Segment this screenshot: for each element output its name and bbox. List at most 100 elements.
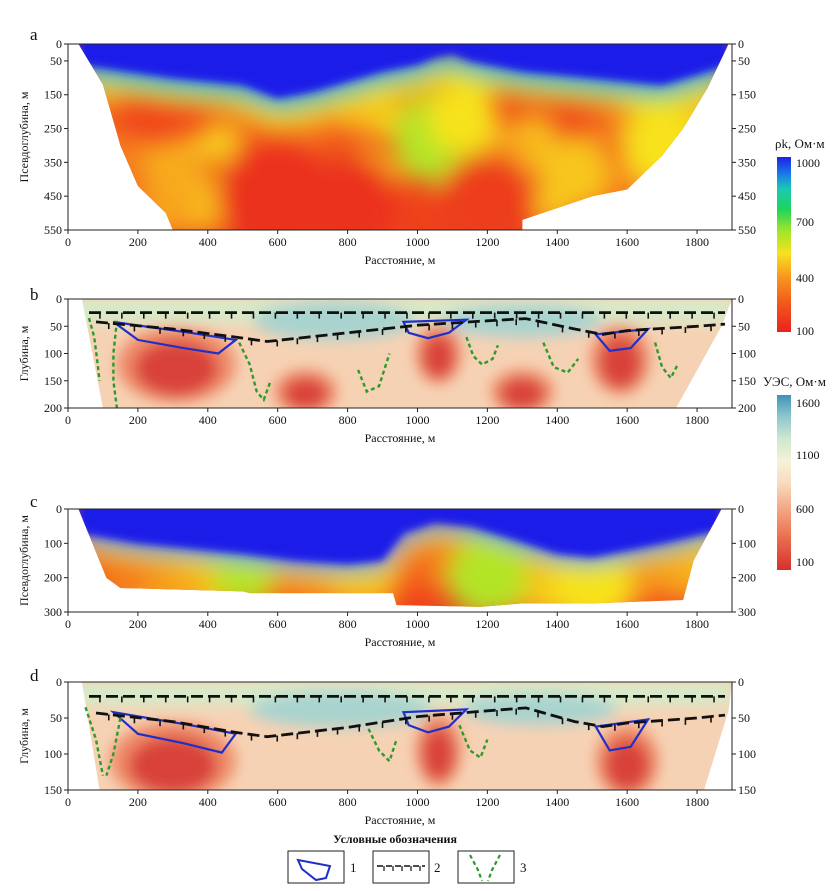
y-tick-label: 550 — [44, 223, 62, 237]
y-axis-label: Псевдоглубина, м — [17, 515, 31, 606]
dashed-zone-line — [87, 317, 101, 381]
low-resistivity-body — [128, 736, 217, 790]
field-patch — [361, 95, 406, 140]
colorbar-rhok-tick: 100 — [796, 324, 814, 338]
y-tick-label: 50 — [50, 711, 62, 725]
y-tick-label-right: 150 — [738, 374, 756, 388]
x-tick-label: 1600 — [615, 413, 639, 427]
legend-box-3 — [457, 850, 515, 884]
legend-label-3: 3 — [520, 860, 527, 875]
colorbar-ues: УЭС, Ом·м 1600 1100 600 100 — [763, 374, 826, 570]
y-tick-label: 100 — [44, 347, 62, 361]
field-patch — [78, 552, 111, 605]
colorbar-rhok-title: ρk, Ом·м — [775, 136, 825, 151]
x-tick-label: 800 — [339, 235, 357, 249]
low-resistivity-body — [134, 340, 218, 396]
y-tick-label-right: 200 — [738, 401, 756, 415]
y-tick-label: 250 — [44, 122, 62, 136]
dashed-zone-line — [112, 320, 119, 409]
x-tick-label: 800 — [339, 795, 357, 809]
x-tick-label: 1800 — [685, 617, 709, 631]
x-axis-label: Расстояние, м — [365, 813, 436, 827]
y-tick-label: 200 — [44, 401, 62, 415]
y-tick-label-right: 0 — [738, 502, 744, 516]
y-tick-label-right: 0 — [738, 37, 744, 51]
x-tick-label: 1600 — [615, 617, 639, 631]
x-tick-label: 800 — [339, 617, 357, 631]
dashed-zone-line — [542, 342, 580, 375]
legend: Условные обозначения 1 2 3 — [287, 832, 527, 884]
y-tick-label-right: 0 — [738, 292, 744, 306]
y-axis-label: Глубина, м — [17, 325, 31, 381]
x-tick-label: 0 — [65, 413, 71, 427]
y-tick-label-right: 350 — [738, 155, 756, 169]
field-anomaly — [427, 83, 498, 154]
x-tick-label: 1200 — [475, 413, 499, 427]
dashed-zone-line — [84, 706, 105, 776]
dashed-zone-line — [367, 728, 398, 764]
axes-frame — [67, 508, 733, 613]
panel-letter: b — [30, 285, 39, 304]
body-outline — [112, 320, 239, 355]
x-tick-label: 200 — [129, 413, 147, 427]
y-tick-label-right: 100 — [738, 347, 756, 361]
field-anomaly — [539, 137, 610, 208]
x-tick-label: 1800 — [685, 235, 709, 249]
x-tick-label: 1200 — [475, 795, 499, 809]
low-resistivity-body — [500, 378, 545, 408]
y-tick-label: 150 — [44, 783, 62, 797]
field-anomaly — [142, 142, 203, 203]
y-tick-label-right: 150 — [738, 783, 756, 797]
x-tick-label: 600 — [269, 235, 287, 249]
dashed-zone-line — [356, 353, 391, 394]
y-tick-label: 0 — [56, 37, 62, 51]
y-tick-label: 0 — [56, 502, 62, 516]
y-tick-label-right: 100 — [738, 747, 756, 761]
y-tick-label: 450 — [44, 189, 62, 203]
x-tick-label: 0 — [65, 617, 71, 631]
panel-d-section — [68, 682, 732, 790]
x-tick-label: 800 — [339, 413, 357, 427]
x-tick-label: 1600 — [615, 235, 639, 249]
x-tick-label: 400 — [199, 795, 217, 809]
y-axis-label: Псевдоглубина, м — [17, 91, 31, 182]
panel-d: 0 200 400 600 800 1000 1200 1400 1600 1800 0 0 50 50 1… — [17, 666, 756, 827]
y-tick-label-right: 150 — [738, 88, 756, 102]
panel-c-section — [78, 509, 722, 607]
x-tick-label: 200 — [129, 795, 147, 809]
legend-box-1 — [287, 850, 345, 884]
x-tick-label: 1000 — [405, 235, 429, 249]
x-tick-label: 0 — [65, 235, 71, 249]
y-tick-label: 150 — [44, 374, 62, 388]
colorbar-ues-title: УЭС, Ом·м — [763, 374, 826, 389]
y-tick-label: 200 — [44, 571, 62, 585]
field-patch — [141, 576, 194, 607]
dashed-zone-line — [458, 724, 489, 760]
body-outline — [401, 318, 470, 340]
panel-b-section — [68, 299, 732, 408]
panel-a-section — [78, 44, 729, 230]
legend-title: Условные обозначения — [333, 832, 457, 846]
axes-frame — [67, 43, 733, 231]
axes-frame — [67, 681, 733, 791]
panel-a: 0 200 400 600 800 1000 1200 1400 1600 1800 0 0 50 50 1… — [17, 25, 756, 267]
field-patch — [664, 159, 701, 196]
x-tick-label: 1200 — [475, 235, 499, 249]
low-resistivity-body — [422, 334, 455, 379]
x-tick-label: 400 — [199, 617, 217, 631]
legend-symbol-dashed-zone — [469, 854, 501, 882]
panel-letter: a — [30, 25, 38, 44]
x-tick-label: 200 — [129, 617, 147, 631]
colorbar-rhok: ρk, Ом·м 1000 700 400 100 — [775, 136, 825, 338]
low-resistivity-body — [605, 738, 650, 790]
panel-letter: c — [30, 492, 38, 511]
section-top — [78, 509, 722, 564]
field-patch — [693, 556, 722, 601]
legend-symbol-contact-ticks — [383, 866, 421, 871]
contact-line — [95, 317, 726, 343]
x-tick-label: 1000 — [405, 617, 429, 631]
y-tick-label-right: 100 — [738, 536, 756, 550]
x-tick-label: 600 — [269, 413, 287, 427]
y-tick-label: 100 — [44, 536, 62, 550]
